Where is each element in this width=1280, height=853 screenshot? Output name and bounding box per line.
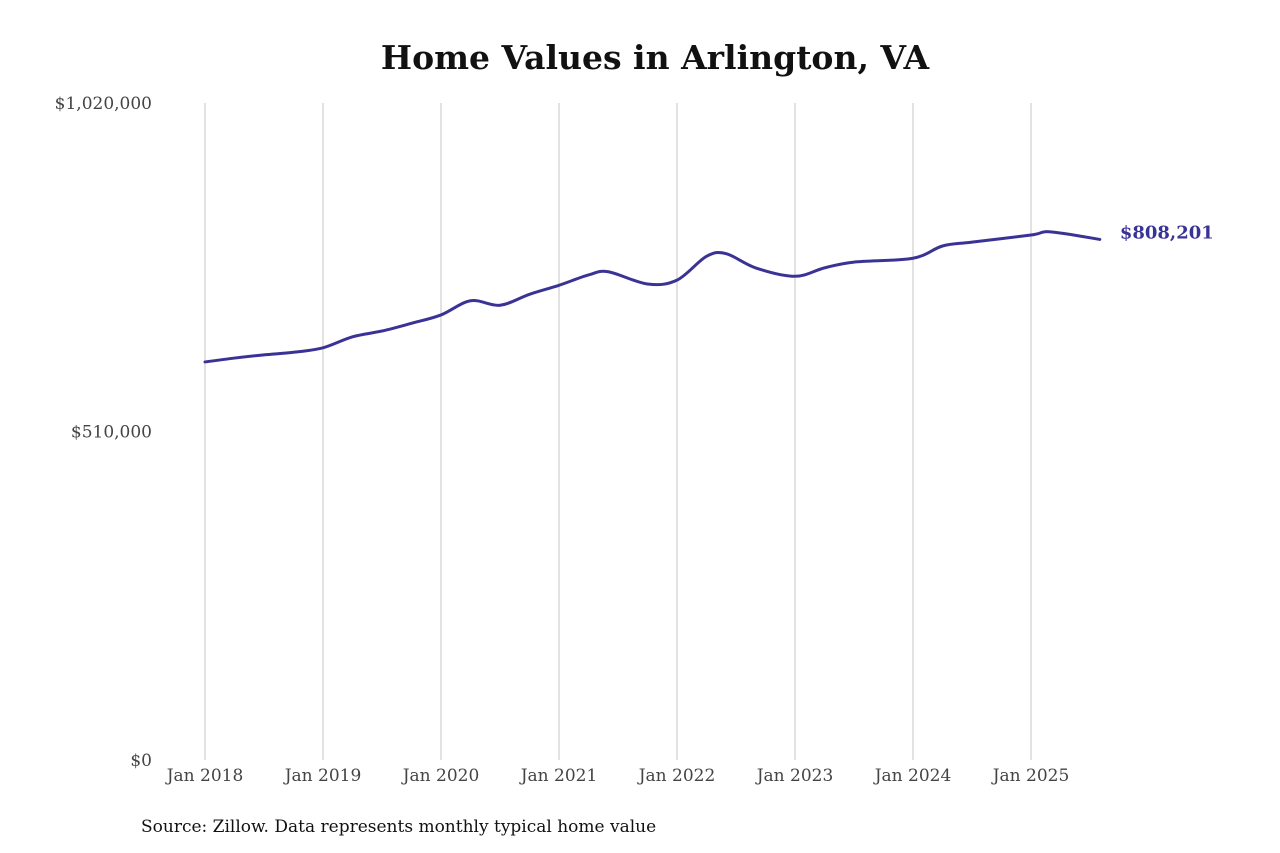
- end-value-label: $808,201: [1120, 222, 1214, 243]
- series-line: [203, 230, 1102, 364]
- y-tick-label: $1,020,000: [55, 94, 152, 114]
- x-tick-label: Jan 2019: [283, 766, 362, 786]
- x-tick-label: Jan 2018: [165, 766, 244, 786]
- y-tick-label: $510,000: [71, 423, 152, 443]
- y-tick-label: $0: [130, 751, 152, 771]
- x-tick-label: Jan 2025: [991, 766, 1070, 786]
- source-note: Source: Zillow. Data represents monthly …: [141, 817, 657, 837]
- x-tick-label: Jan 2022: [637, 766, 716, 786]
- x-tick-label: Jan 2023: [755, 766, 834, 786]
- chart-title: Home Values in Arlington, VA: [380, 38, 930, 77]
- x-tick-label: Jan 2024: [873, 766, 952, 786]
- x-tick-label: Jan 2021: [519, 766, 598, 786]
- x-tick-label: Jan 2020: [401, 766, 480, 786]
